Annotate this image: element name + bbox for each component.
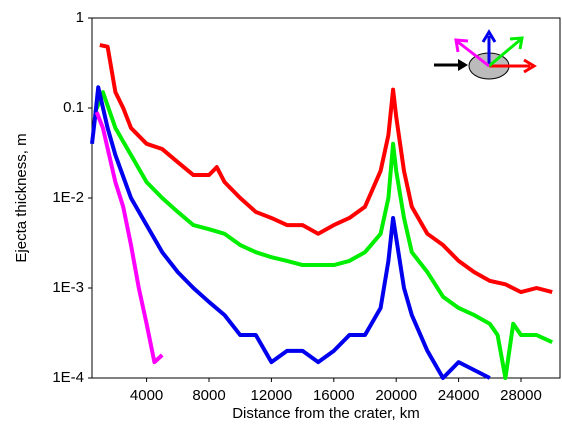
- x-tick-label: 24000: [438, 387, 480, 404]
- x-tick-label: 4000: [130, 387, 163, 404]
- x-tick-label: 20000: [375, 387, 417, 404]
- x-axis-title: Distance from the crater, km: [232, 405, 420, 422]
- data-line: [93, 90, 554, 380]
- y-tick-label: 1E-4: [52, 369, 84, 386]
- x-tick-label: 12000: [251, 387, 293, 404]
- data-line: [94, 111, 164, 365]
- y-tick-label: 1E-2: [52, 189, 84, 206]
- x-tick-label: 28000: [500, 387, 542, 404]
- y-axis-title: Ejecta thickness, m: [13, 133, 30, 262]
- x-tick-label: 16000: [313, 387, 355, 404]
- x-tick-label: 8000: [192, 387, 225, 404]
- direction-icon: [434, 29, 537, 80]
- data-line: [90, 85, 491, 380]
- data-line: [99, 43, 553, 295]
- y-tick-label: 1E-3: [52, 279, 84, 296]
- y-tick-label: 1: [76, 9, 84, 26]
- y-tick-label: 0.1: [63, 99, 84, 116]
